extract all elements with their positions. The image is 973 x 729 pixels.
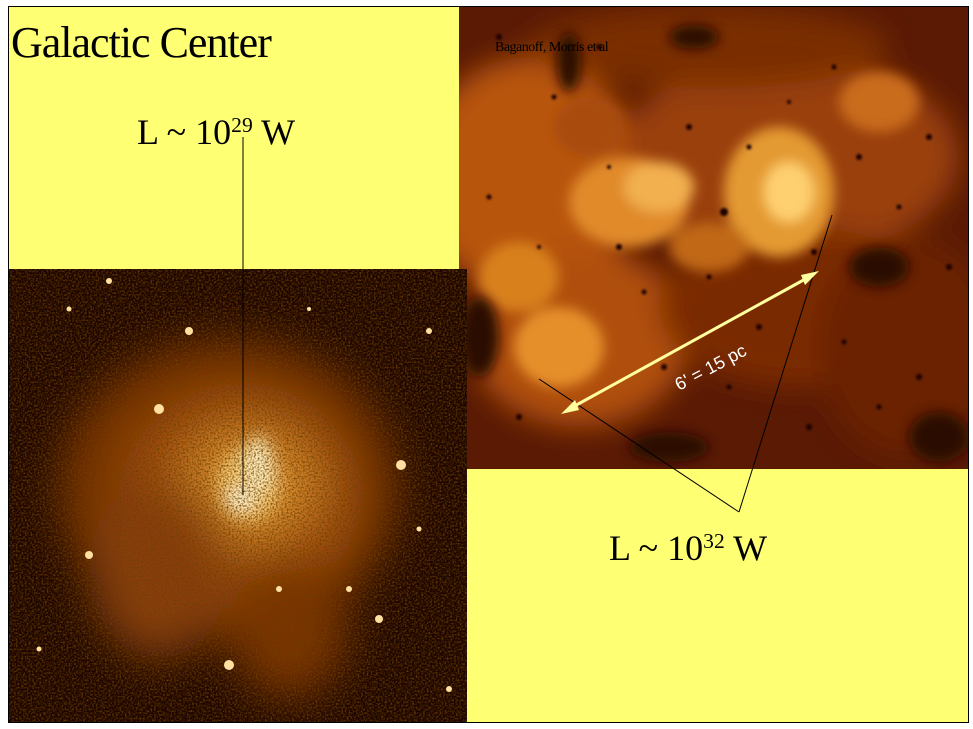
luminosity-unit: W [724, 528, 768, 568]
scale-bar-label: 6' = 15 pc [671, 340, 749, 394]
slide-title: Galactic Center [11, 18, 272, 67]
luminosity-unit: W [252, 112, 296, 152]
inner-luminosity-label: L ~ 1029 W [137, 111, 295, 153]
scale-bar [561, 271, 819, 414]
x-ray-zoomed-core-image [9, 269, 467, 722]
annotation-overlay: 6' = 15 pc [242, 137, 833, 513]
bottom-right-yellow-panel [467, 469, 968, 722]
luminosity-exponent: 29 [231, 113, 253, 138]
top-left-yellow-panel [9, 7, 459, 269]
pointer-line-outer-right [738, 214, 833, 513]
pointer-line-outer-left [538, 378, 740, 513]
luminosity-exponent: 32 [703, 529, 725, 554]
luminosity-prefix: L ~ 10 [609, 528, 704, 568]
image-credit: Baganoff, Morris et al [495, 40, 609, 55]
x-ray-wide-field-image [459, 7, 968, 469]
outer-luminosity-label: L ~ 1032 W [609, 527, 767, 569]
luminosity-prefix: L ~ 10 [137, 112, 232, 152]
slide: 6' = 15 pc Galactic Center Baganoff, Mor… [8, 6, 969, 723]
